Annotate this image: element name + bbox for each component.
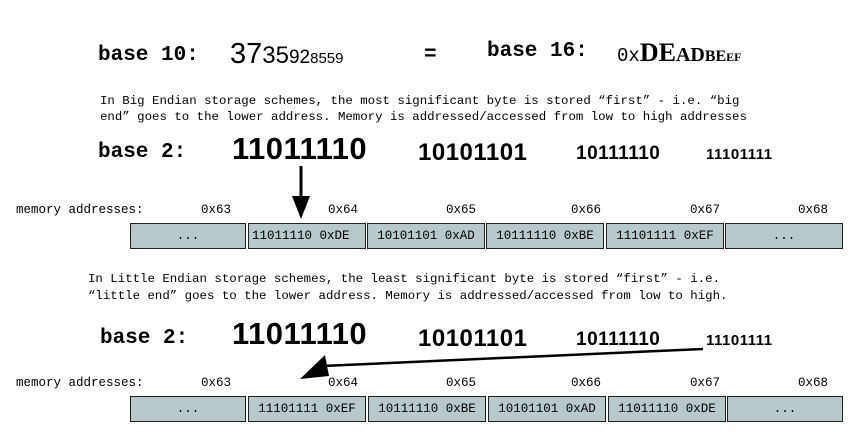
big-endian-arrow	[292, 166, 310, 219]
big-endian-cell-0x63: ...	[130, 223, 246, 249]
base10-digits-3: 92	[288, 47, 311, 68]
little-endian-cell-0x63: ...	[130, 396, 246, 422]
little-endian-address-0x65: 0x65	[446, 376, 477, 390]
base10-digits-2: 35	[262, 42, 289, 69]
big-endian-cell-0x67: 11101111 0xEF	[606, 223, 724, 249]
little-endian-addresses-label: memory addresses:	[16, 376, 144, 390]
big-endian-address-0x68: 0x68	[798, 203, 829, 217]
big-endian-description-line1: In Big Endian storage schemes, the most …	[100, 94, 740, 108]
big-endian-address-0x63: 0x63	[201, 203, 232, 217]
little-endian-cell-0x67: 11011110 0xDE	[608, 396, 726, 422]
base10-digits-4: 8559	[310, 50, 344, 67]
big-endian-addresses-label: memory addresses:	[16, 203, 144, 217]
big-endian-base2-label: base 2:	[98, 141, 187, 164]
base10-number: 3735928559	[230, 38, 343, 70]
base16-byte-2: AD	[675, 44, 705, 66]
big-endian-byte-1: 11011110	[232, 131, 368, 166]
big-endian-address-0x65: 0x65	[446, 203, 477, 217]
little-endian-description-line2: “little end” goes to the lower address. …	[88, 289, 728, 303]
big-endian-description-line2: end” goes to the lower address. Memory i…	[100, 110, 747, 124]
little-endian-address-0x68: 0x68	[798, 376, 829, 390]
big-endian-byte-2: 10101101	[418, 139, 528, 166]
base16-byte-1: DE	[639, 38, 676, 67]
little-endian-address-0x63: 0x63	[201, 376, 232, 390]
little-endian-base2-label: base 2:	[100, 327, 189, 350]
big-endian-address-0x67: 0x67	[690, 203, 721, 217]
base10-digits-1: 37	[230, 38, 263, 70]
big-endian-cell-0x68: ...	[725, 223, 843, 249]
little-endian-description-line1: In Little Endian storage schemes, the le…	[88, 272, 721, 286]
big-endian-address-0x64: 0x64	[328, 203, 359, 217]
little-endian-cell-0x65: 10111110 0xBE	[368, 396, 486, 422]
little-endian-address-0x66: 0x66	[571, 376, 602, 390]
little-endian-address-0x64: 0x64	[328, 376, 359, 390]
base16-label: base 16:	[487, 40, 588, 63]
base16-byte-3: BE	[704, 48, 727, 65]
base16-byte-4: EF	[726, 50, 742, 64]
equals-sign: =	[424, 44, 437, 67]
little-endian-byte-2: 10101101	[418, 325, 528, 352]
base16-number: 0xDEADBEEF	[617, 38, 742, 68]
big-endian-cell-0x66: 10111110 0xBE	[486, 223, 604, 249]
little-endian-byte-4: 11101111	[706, 332, 773, 349]
little-endian-arrow	[300, 347, 704, 379]
base16-prefix: 0x	[617, 45, 640, 67]
big-endian-cell-0x65: 10101101 0xAD	[367, 223, 485, 249]
little-endian-byte-1: 11011110	[232, 316, 368, 351]
little-endian-cell-0x66: 10101101 0xAD	[488, 396, 606, 422]
little-endian-byte-3: 10111110	[576, 329, 661, 350]
big-endian-byte-3: 10111110	[576, 143, 661, 164]
big-endian-cell-0x64: 11011110 0xDE	[248, 223, 366, 249]
little-endian-cell-0x68: ...	[727, 396, 843, 422]
little-endian-cell-0x64: 11101111 0xEF	[248, 396, 366, 422]
big-endian-byte-4: 11101111	[706, 146, 773, 163]
little-endian-address-0x67: 0x67	[690, 376, 721, 390]
base10-label: base 10:	[98, 44, 199, 67]
big-endian-address-0x66: 0x66	[571, 203, 602, 217]
